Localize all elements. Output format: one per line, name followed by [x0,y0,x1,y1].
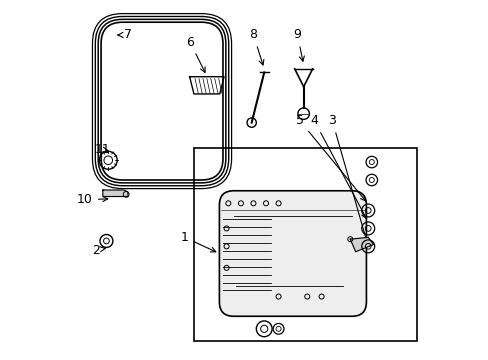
Text: 6: 6 [185,36,204,72]
Text: 3: 3 [328,114,367,243]
FancyBboxPatch shape [219,191,366,316]
Text: 7: 7 [118,28,132,41]
Polygon shape [102,190,128,197]
Polygon shape [349,237,373,252]
Text: 9: 9 [293,28,304,61]
Text: 10: 10 [77,193,107,206]
Text: 11: 11 [95,143,110,156]
Text: 8: 8 [249,28,264,65]
Text: 2: 2 [92,243,105,257]
Text: 1: 1 [181,231,215,252]
Text: 4: 4 [310,114,366,219]
Bar [194,148,416,341]
Text: 5: 5 [295,114,365,201]
